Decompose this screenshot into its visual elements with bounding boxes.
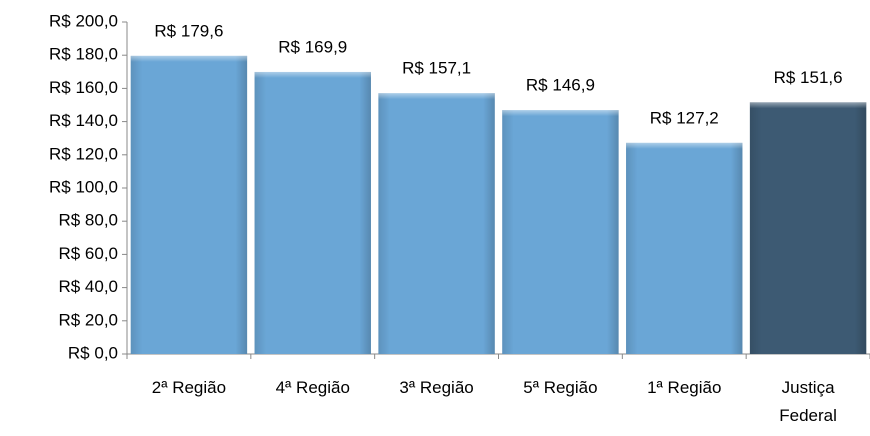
- y-tick-label: R$ 140,0: [49, 111, 118, 130]
- bar-top: [254, 71, 371, 78]
- x-tick-label: 3ª Região: [399, 378, 474, 397]
- x-tick-label: 2ª Região: [151, 378, 227, 397]
- y-tick-label: R$ 0,0: [68, 343, 118, 362]
- y-tick-label: R$ 180,0: [49, 45, 118, 64]
- y-tick-label: R$ 40,0: [58, 277, 118, 296]
- bar-top: [626, 142, 743, 149]
- bar-side-shade: [378, 93, 495, 355]
- y-tick-label: R$ 100,0: [49, 177, 118, 196]
- y-tick-label: R$ 20,0: [58, 310, 118, 329]
- bar-side-shade: [502, 110, 619, 354]
- x-tick-label: 4ª Região: [275, 378, 350, 397]
- y-tick-label: R$ 120,0: [49, 144, 118, 163]
- value-label: R$ 127,2: [650, 108, 719, 127]
- bar-top: [130, 55, 248, 62]
- value-label: R$ 179,6: [154, 21, 223, 40]
- bar-top: [749, 102, 867, 109]
- bar-side-shade: [254, 71, 371, 354]
- bar-side-shade: [749, 102, 867, 355]
- value-label: R$ 146,9: [526, 76, 595, 95]
- bar-top: [378, 93, 495, 100]
- bar-side-shade: [626, 142, 743, 354]
- x-tick-label: 5ª Região: [523, 378, 598, 397]
- y-tick-label: R$ 200,0: [49, 11, 118, 30]
- value-label: R$ 169,9: [278, 37, 347, 56]
- y-tick-label: R$ 160,0: [49, 78, 118, 97]
- value-label: R$ 151,6: [774, 68, 843, 87]
- value-label: R$ 157,1: [402, 59, 471, 78]
- y-tick-label: R$ 80,0: [58, 211, 118, 230]
- x-tick-label: Justiça Federal: [779, 378, 837, 425]
- bar-side-shade: [130, 55, 248, 354]
- bar-top: [502, 110, 619, 117]
- x-tick-label: 1ª Região: [647, 378, 722, 397]
- y-tick-label: R$ 60,0: [58, 244, 118, 263]
